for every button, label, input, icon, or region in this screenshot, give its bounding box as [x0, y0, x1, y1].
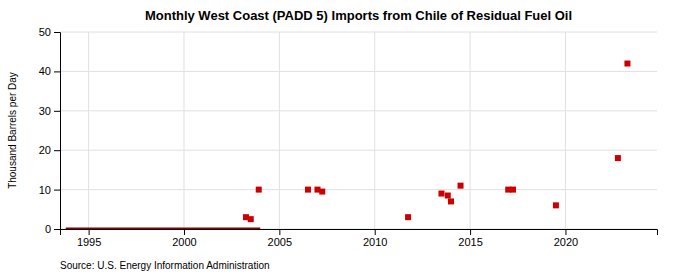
- grid-line-x: [565, 32, 566, 229]
- x-axis-tick-mark: [375, 229, 376, 235]
- y-axis-tick-mark: [54, 190, 60, 191]
- x-axis-tick: 2020: [554, 229, 578, 248]
- point: [248, 216, 254, 222]
- grid-line-x: [183, 32, 184, 229]
- grid-line-x: [470, 32, 471, 229]
- y-axis-tick-mark: [54, 111, 60, 112]
- y-axis-tick: 40: [39, 65, 60, 77]
- y-axis-tick: 20: [39, 144, 60, 156]
- y-axis-tick-label: 0: [45, 223, 51, 235]
- point: [438, 191, 444, 197]
- point: [256, 187, 262, 193]
- point: [305, 187, 311, 193]
- x-axis-tick: 2000: [172, 229, 196, 248]
- y-axis-title: Thousand Barrels per Day: [7, 72, 18, 189]
- chart-container: 1995 2000 2005 2010 2015 2020 0 10 20 30 40 50 Month…: [0, 0, 675, 275]
- x-axis-tick-mark: [279, 229, 280, 235]
- grid-line-x: [88, 32, 89, 229]
- x-axis-tick: 1995: [77, 229, 101, 248]
- y-axis-tick: 10: [39, 184, 60, 196]
- x-axis-tick-mark: [470, 229, 471, 235]
- point: [405, 214, 411, 220]
- grid-line-x: [279, 32, 280, 229]
- x-axis-tick-label: 1995: [77, 236, 101, 248]
- y-axis-tick-mark: [54, 229, 60, 230]
- source-note: Source: U.S. Energy Information Administ…: [60, 260, 270, 271]
- x-axis-tick-label: 2000: [172, 236, 196, 248]
- y-axis-tick-label: 40: [39, 65, 51, 77]
- x-axis-tick-label: 2015: [458, 236, 482, 248]
- point: [624, 61, 630, 67]
- title: Monthly West Coast (PADD 5) Imports from…: [145, 8, 572, 23]
- x-axis-tick-mark: [565, 229, 566, 235]
- y-axis-tick-mark: [54, 32, 60, 33]
- grid-line-y: [60, 150, 657, 151]
- y-axis-tick: 0: [45, 223, 60, 235]
- point: [448, 198, 454, 204]
- grid-line-y: [60, 189, 657, 190]
- y-axis-tick-label: 30: [39, 105, 51, 117]
- marks: [66, 61, 631, 229]
- grid-line-y: [60, 71, 657, 72]
- x-axis-tick: 2005: [268, 229, 292, 248]
- x-axis-tick-mark: [184, 229, 185, 235]
- point: [615, 155, 621, 161]
- line: [66, 228, 261, 230]
- chart-svg: 1995 2000 2005 2010 2015 2020 0 10 20 30 40 50 Month…: [0, 0, 675, 275]
- x-axis-tick: 2010: [363, 229, 387, 248]
- point: [445, 193, 451, 199]
- grid-line-y: [60, 110, 657, 111]
- y-axis: 0 10 20 30 40 50: [39, 26, 61, 235]
- point: [553, 202, 559, 208]
- point: [319, 189, 325, 195]
- y-axis-tick-mark: [54, 150, 60, 151]
- x-axis-line: [61, 230, 658, 236]
- y-axis-line: [54, 33, 61, 230]
- x-axis-tick-label: 2020: [554, 236, 578, 248]
- grid: [60, 32, 657, 229]
- x-axis-tick-label: 2005: [268, 236, 292, 248]
- x-axis-tick: 2015: [458, 229, 482, 248]
- x-axis: 1995 2000 2005 2010 2015 2020: [61, 229, 658, 248]
- grid-line-y: [60, 32, 657, 33]
- y-axis-tick: 30: [39, 105, 60, 117]
- y-axis-tick-mark: [54, 71, 60, 72]
- y-axis-tick: 50: [39, 26, 60, 38]
- y-axis-tick-label: 20: [39, 144, 51, 156]
- point: [510, 187, 516, 193]
- point: [458, 183, 464, 189]
- grid-line-x: [374, 32, 375, 229]
- x-axis-tick-mark: [89, 229, 90, 235]
- y-axis-tick-label: 10: [39, 184, 51, 196]
- x-axis-tick-label: 2010: [363, 236, 387, 248]
- y-axis-tick-label: 50: [39, 26, 51, 38]
